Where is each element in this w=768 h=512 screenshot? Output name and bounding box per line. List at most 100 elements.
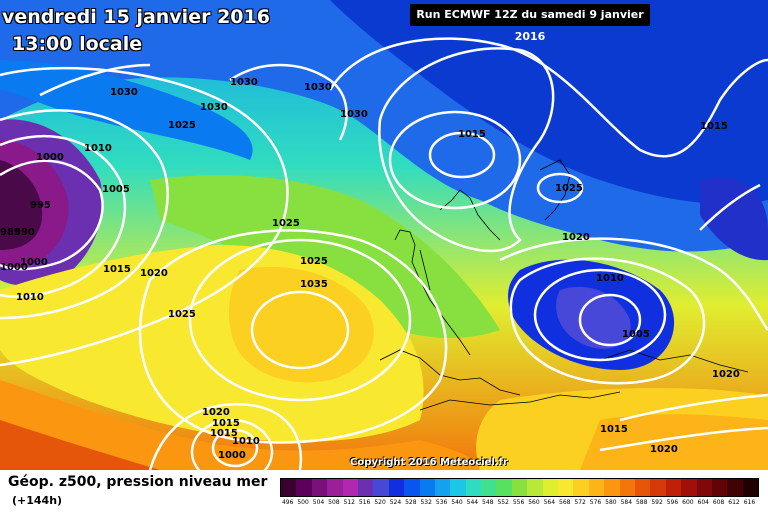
- pressure-label: 1010: [16, 292, 44, 303]
- pressure-label: 1005: [622, 329, 650, 340]
- isobars: [0, 37, 768, 470]
- pressure-label: 1035: [300, 279, 328, 290]
- pressure-label: 1020: [562, 232, 590, 243]
- pressure-label: 1015: [458, 129, 486, 140]
- scale-label: 532: [420, 499, 432, 506]
- scale-swatch: [481, 479, 497, 496]
- pressure-label: 1030: [340, 109, 368, 120]
- pressure-label: 1025: [168, 309, 196, 320]
- scale-label: 536: [435, 499, 448, 506]
- pressure-label: 1010: [84, 143, 112, 154]
- pressure-label: 1000: [20, 257, 48, 268]
- scale-label: 580: [605, 499, 617, 506]
- pressure-label: 1020: [712, 369, 740, 380]
- pressure-label: 1010: [596, 273, 624, 284]
- legend-footer: Géop. z500, pression niveau mer (+144h) …: [0, 470, 768, 512]
- map-caption: Géop. z500, pression niveau mer: [8, 474, 268, 490]
- pressure-label: 1020: [202, 407, 230, 418]
- scale-label: 588: [635, 499, 648, 506]
- scale-label: 556: [512, 499, 525, 506]
- pressure-label: 1025: [300, 256, 328, 267]
- pressure-label: 1015: [700, 121, 728, 132]
- scale-swatch: [281, 479, 297, 496]
- pressure-label: 1030: [200, 102, 228, 113]
- pressure-label: 1000: [218, 450, 246, 461]
- pressure-label: 1020: [140, 268, 168, 279]
- pressure-label: 1000: [0, 262, 28, 273]
- scale-swatch: [419, 479, 435, 496]
- scale-swatch: [558, 479, 574, 496]
- scale-swatch: [511, 479, 528, 496]
- run-info-box: Run ECMWF 12Z du samedi 9 janvier 2016: [410, 4, 650, 43]
- scale-label: 500: [297, 499, 309, 506]
- scale-swatch: [681, 479, 697, 496]
- scale-label: 496: [281, 499, 294, 506]
- scale-swatch: [696, 479, 712, 496]
- scale-swatch: [311, 479, 328, 496]
- scale-label: 584: [620, 499, 633, 506]
- scale-swatch: [450, 479, 466, 496]
- pressure-label: 1025: [555, 183, 583, 194]
- scale-label: 612: [728, 499, 740, 506]
- scale-swatch: [527, 479, 543, 496]
- scale-label: 572: [574, 499, 586, 506]
- forecast-date: vendredi 15 janvier 2016: [2, 6, 270, 28]
- pressure-label: 1010: [232, 436, 260, 447]
- pressure-label: 1015: [103, 264, 131, 275]
- scale-swatch: [388, 479, 405, 496]
- scale-label: 564: [543, 499, 556, 506]
- pressure-label: 1005: [102, 184, 130, 195]
- scale-label: 552: [497, 499, 509, 506]
- scale-label: 600: [682, 499, 694, 506]
- pressure-label: 1030: [110, 87, 138, 98]
- scale-swatch: [711, 479, 728, 496]
- lead-time: (+144h): [12, 494, 63, 507]
- scale-label: 508: [328, 499, 340, 506]
- scale-label: 524: [389, 499, 402, 506]
- forecast-time: 13:00 locale: [12, 33, 143, 55]
- pressure-label: 990: [14, 227, 35, 238]
- pressure-label: 1015: [212, 418, 240, 429]
- scale-swatch: [742, 479, 759, 496]
- scale-swatch: [542, 479, 559, 496]
- scale-label: 608: [712, 499, 725, 506]
- scale-swatch: [727, 479, 743, 496]
- scale-label: 548: [482, 499, 494, 506]
- scale-swatch: [496, 479, 512, 496]
- scale-label: 512: [343, 499, 355, 506]
- pressure-label: 985: [0, 227, 21, 238]
- scale-swatch: [604, 479, 620, 496]
- scale-label: 528: [405, 499, 417, 506]
- scale-label: 576: [589, 499, 602, 506]
- scale-swatch: [404, 479, 420, 496]
- scale-label: 560: [528, 499, 540, 506]
- scale-swatch: [573, 479, 589, 496]
- scale-label: 540: [451, 499, 463, 506]
- scale-swatch: [619, 479, 635, 496]
- coastlines: [379, 159, 749, 411]
- scale-label: 504: [312, 499, 325, 506]
- scale-label: 516: [358, 499, 371, 506]
- scale-swatch: [357, 479, 374, 496]
- scale-swatch: [373, 479, 389, 496]
- scale-label: 544: [466, 499, 479, 506]
- scale-label: 616: [743, 499, 756, 506]
- scale-swatch: [588, 479, 605, 496]
- pressure-label: 1030: [230, 77, 258, 88]
- map-canvas: 1030 1030 1030 1030 1015 1015 1025 1010 …: [0, 0, 768, 470]
- pressure-label: 1015: [600, 424, 628, 435]
- scale-label: 592: [651, 499, 663, 506]
- pressure-label: 1000: [36, 152, 64, 163]
- scale-swatch: [434, 479, 451, 496]
- pressure-label: 1030: [304, 82, 332, 93]
- geopotential-field: [0, 0, 768, 470]
- color-scale-labels: 496 500 504 508 512 516 520 524 528 532 536 540 544 5…: [280, 499, 757, 506]
- scale-swatch: [665, 479, 682, 496]
- scale-swatch: [465, 479, 482, 496]
- weather-map: 1030 1030 1030 1030 1015 1015 1025 1010 …: [0, 0, 768, 470]
- scale-swatch: [327, 479, 343, 496]
- pressure-label: 995: [30, 200, 51, 211]
- scale-swatch: [342, 479, 358, 496]
- scale-label: 604: [697, 499, 709, 506]
- scale-swatch: [650, 479, 666, 496]
